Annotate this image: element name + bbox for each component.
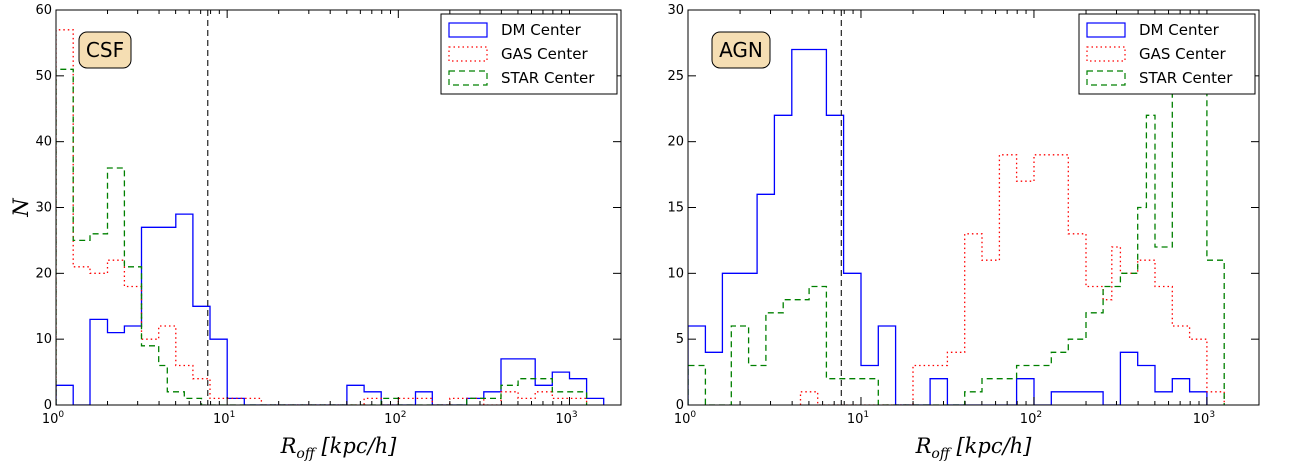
y-axis-label: N (9, 198, 33, 218)
x-tick-label: 101 (213, 410, 235, 427)
series-star-center-step-line (56, 68, 588, 405)
legend-label: STAR Center (1139, 69, 1233, 87)
legend-swatch-star-center (448, 70, 488, 86)
panel-label-box (78, 31, 132, 69)
y-tick-label: 10 (667, 266, 684, 281)
y-tick-label: 15 (667, 201, 684, 216)
y-tick-label: 30 (35, 201, 52, 216)
y-tick-label: 0 (676, 398, 684, 413)
legend-label: STAR Center (501, 69, 595, 87)
y-tick-label: 20 (35, 266, 52, 281)
y-tick-label: 0 (44, 398, 52, 413)
panel-label-box (711, 31, 771, 69)
legend-swatch-dm-center (1086, 22, 1126, 38)
legend-label: GAS Center (501, 45, 588, 63)
plot-area (56, 29, 605, 405)
y-tick-label: 50 (35, 69, 52, 84)
x-axis-label: Roff [kpc/h] (915, 434, 1033, 462)
x-tick-label: 102 (384, 410, 406, 427)
plot-area (688, 35, 1225, 405)
x-axis-label: Roff [kpc/h] (280, 434, 398, 462)
y-tick-label: 25 (667, 69, 684, 84)
y-tick-label: 10 (35, 332, 52, 347)
x-tick-label: 103 (555, 410, 577, 427)
legend-swatch-dm-center (448, 22, 488, 38)
y-tick-label: 5 (676, 332, 684, 347)
legend-swatch-gas-center (448, 46, 488, 62)
panel-label: CSF (86, 38, 124, 62)
legend: DM Center GAS Center STAR Center (1078, 13, 1256, 95)
x-tick-label: 102 (1020, 410, 1042, 427)
legend: DM Center GAS Center STAR Center (440, 13, 618, 95)
y-tick-label: 20 (667, 135, 684, 150)
y-tick-label: 60 (35, 3, 52, 18)
x-tick-label: 103 (1193, 410, 1215, 427)
legend-swatch-star-center (1086, 70, 1126, 86)
legend-box (1078, 13, 1256, 95)
series-star-center-step-line (688, 35, 1225, 405)
series-dm-center-step-line (56, 213, 605, 405)
legend-swatch-gas-center (1086, 46, 1126, 62)
legend-box (440, 13, 618, 95)
series-gas-center-step-line (799, 154, 1225, 405)
series-dm-center-step-line (688, 48, 1208, 405)
legend-label: DM Center (501, 21, 582, 39)
y-tick-label: 40 (35, 135, 52, 150)
series-gas-center-step-line (56, 29, 588, 405)
panel-label: AGN (719, 38, 763, 62)
x-tick-label: 101 (847, 410, 869, 427)
legend-label: GAS Center (1139, 45, 1226, 63)
y-tick-label: 30 (667, 3, 684, 18)
legend-label: DM Center (1139, 21, 1220, 39)
